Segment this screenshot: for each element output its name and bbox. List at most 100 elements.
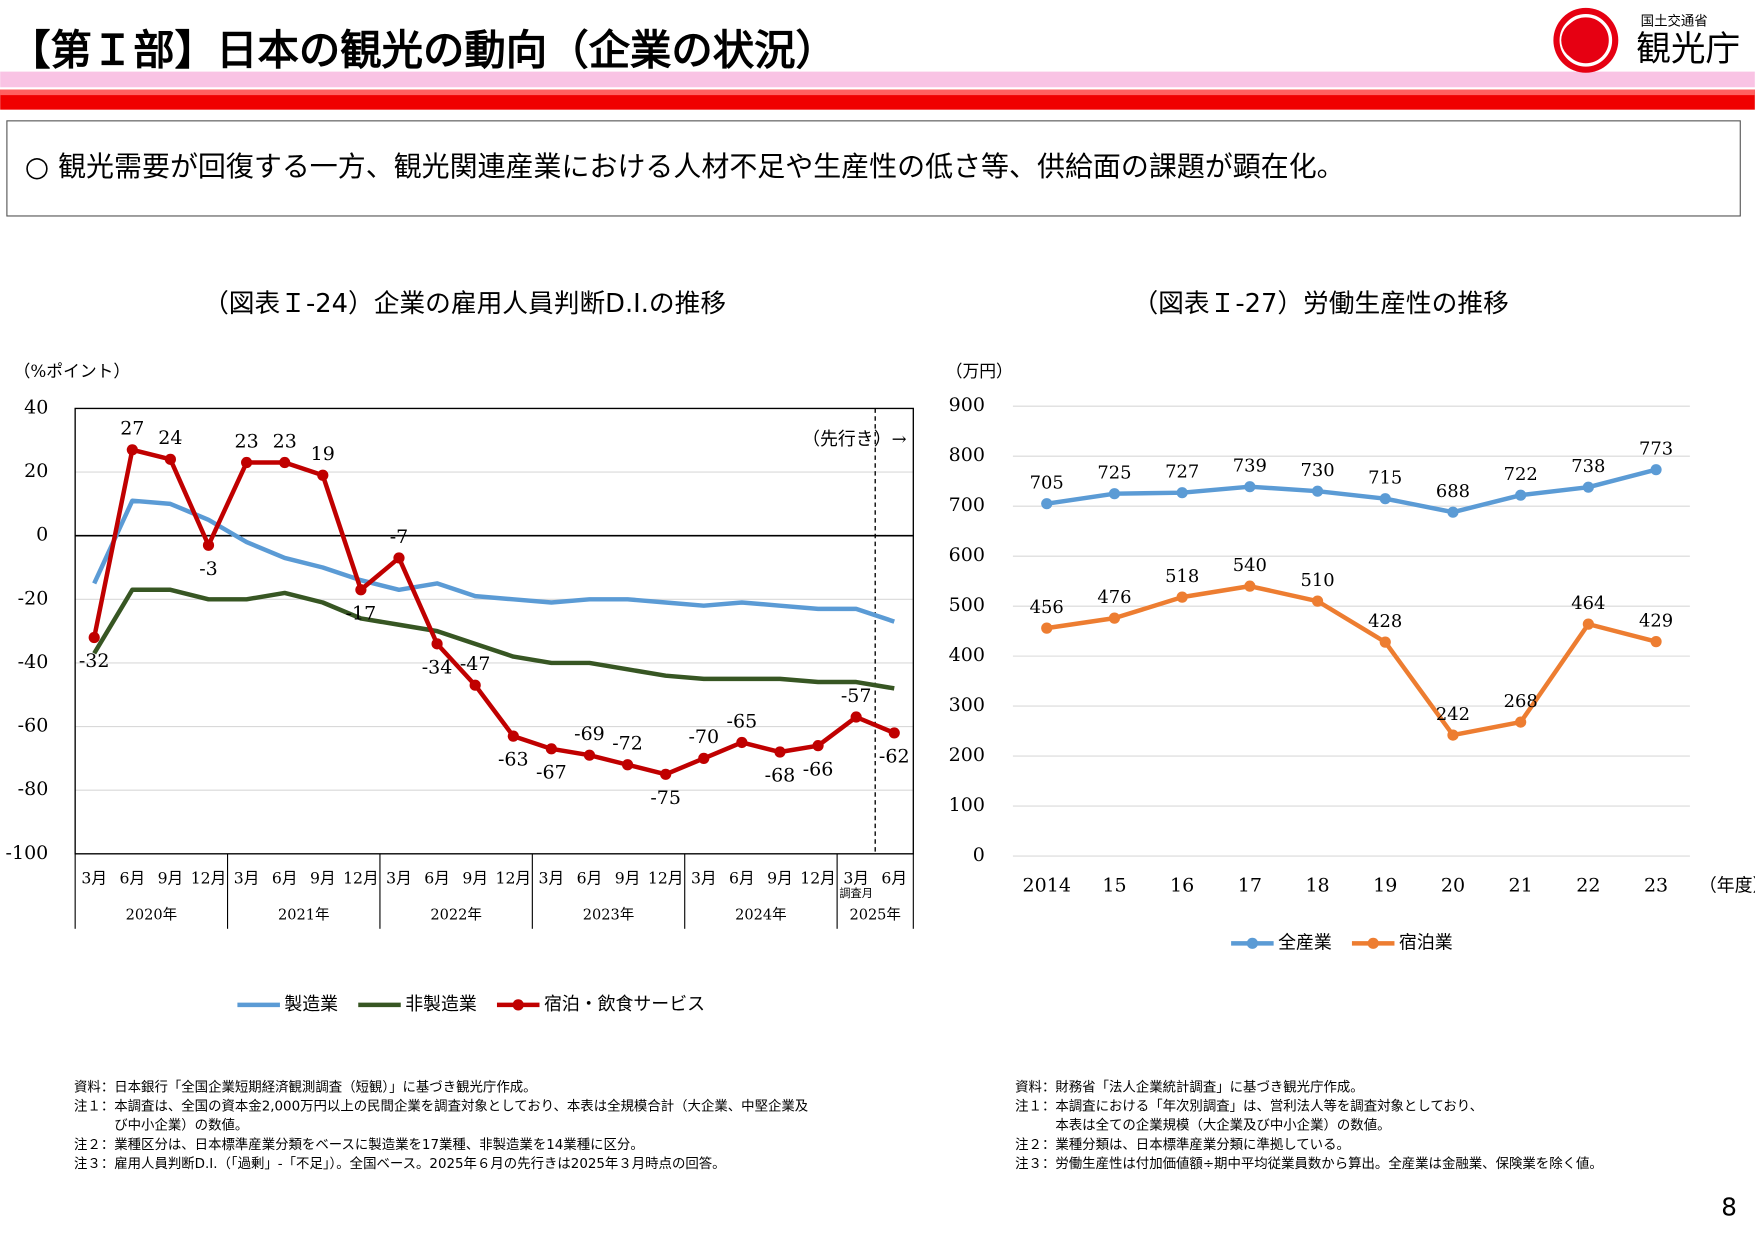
plot-frame: [74, 407, 914, 855]
data-label: 24: [158, 427, 182, 449]
data-label: 540: [1233, 555, 1267, 576]
data-point: [1311, 485, 1324, 497]
data-label: 518: [1165, 566, 1199, 587]
note: 本表は全ての企業規模（大企業及び中小企業）の数値。: [1015, 1117, 1390, 1134]
y-tick-label: -100: [6, 842, 49, 864]
x-tick-label: 15: [1102, 874, 1126, 896]
logo-name: 観光庁: [1636, 29, 1740, 69]
data-point: [431, 638, 443, 650]
x-tick-label: 6月: [119, 869, 145, 888]
x-tick-label: 3月: [386, 869, 412, 888]
legend-label: 宿泊業: [1399, 932, 1453, 953]
data-label: -66: [803, 758, 834, 780]
data-label: 510: [1300, 570, 1334, 591]
data-point: [1650, 464, 1662, 476]
legend-label: 非製造業: [405, 994, 477, 1015]
data-label: 715: [1368, 468, 1402, 489]
data-label: -47: [460, 653, 491, 675]
y-tick-label: 200: [949, 744, 985, 766]
x-group-label: 2025年: [849, 906, 901, 923]
data-point: [355, 584, 367, 596]
data-point: [812, 740, 824, 752]
data-point: [279, 456, 291, 469]
data-label: 739: [1233, 456, 1267, 477]
data-point: [1108, 488, 1121, 500]
data-label: 725: [1097, 463, 1131, 484]
data-point: [1582, 618, 1594, 630]
data-label: -67: [536, 761, 567, 783]
x-tick-label: 3月: [539, 869, 565, 888]
data-point: [1447, 506, 1459, 518]
page-title: 【第Ｉ部】日本の観光の動向（企業の状況）: [9, 27, 837, 75]
data-point: [1311, 595, 1324, 607]
y-tick-label: 20: [24, 460, 48, 482]
data-point: [660, 768, 672, 780]
x-tick-label: 19: [1373, 874, 1397, 896]
charts: （図表Ｉ-24）企業の雇用人員判断D.I.の推移 （%ポイント） -100 -80 -6…: [6, 289, 1755, 1172]
data-point: [1176, 487, 1188, 499]
y-tick-label: 0: [973, 844, 985, 866]
x-tick-label: 2014: [1023, 874, 1071, 896]
x-tick-label: 22: [1576, 874, 1600, 896]
note: 注１：本調査における「年次別調査」は、営利法人等を調査対象としており、: [1015, 1098, 1483, 1115]
data-label: -32: [79, 650, 110, 672]
data-label: 23: [273, 430, 297, 452]
y-tick-label: -80: [18, 778, 49, 800]
x-axis-label: （年度）: [1699, 875, 1755, 896]
data-point: [88, 631, 100, 644]
x-tick-label: 9月: [615, 869, 641, 888]
data-point: [1515, 716, 1527, 728]
x-tick-label: 17: [1238, 874, 1262, 896]
x-tick-label: 9月: [767, 869, 793, 888]
note: 注３：雇用人員判断D.I.（「過剰」-「不足」）。全国ベース。2025年６月の先…: [74, 1155, 726, 1172]
data-point: [621, 759, 634, 771]
y-tick-label: 0: [36, 524, 48, 546]
y-tick-label: -60: [18, 715, 49, 737]
data-point: [698, 752, 710, 764]
y-unit-label: （万円）: [946, 361, 1013, 381]
data-point: [1447, 729, 1459, 741]
data-point: [1379, 493, 1391, 505]
note: 注２：業種分類は、日本標準産業分類に準拠している。: [1015, 1137, 1350, 1153]
x-tick-label: 9月: [462, 869, 488, 888]
data-label: -72: [612, 733, 643, 755]
data-label: -3: [199, 558, 218, 580]
series-line: [1046, 467, 1657, 515]
legend-label: 製造業: [284, 994, 338, 1015]
note: 注１：本調査は、全国の資本金2,000万円以上の民間企業を調査対象としており、本…: [74, 1098, 808, 1115]
note: 資料：日本銀行「全国企業短期経済観測調査（短観）」に基づき観光庁作成。: [74, 1079, 537, 1096]
y-tick-label: 600: [949, 544, 985, 566]
data-label: 727: [1165, 462, 1199, 483]
data-label: -7: [390, 526, 409, 548]
x-tick-label: 3月: [691, 869, 717, 888]
x-tick-label: 18: [1305, 874, 1329, 896]
x-group-label: 2020年: [126, 906, 178, 923]
logo-org: 国土交通省: [1641, 12, 1708, 29]
data-point: [1379, 636, 1391, 648]
series-line: [1046, 583, 1657, 738]
chart-title: （図表Ｉ-27）労働生産性の推移: [1132, 289, 1508, 319]
data-point: [126, 444, 138, 456]
x-tick-label: 6月: [577, 869, 603, 888]
data-point: [164, 453, 176, 465]
red-band-highlight: [0, 89, 1755, 96]
summary: ○ 観光需要が回復する一方、観光関連産業における人材不足や生産性の低さ等、供給面…: [25, 150, 1345, 183]
x-tick-label: 6月: [729, 869, 755, 888]
data-point: [1650, 636, 1662, 648]
legend-label: 全産業: [1278, 932, 1332, 953]
data-point: [317, 469, 329, 481]
note: 注３：労働生産性は付加価値額÷期中平均従業員数から算出。全産業は金融業、保険業を…: [1015, 1155, 1603, 1172]
data-point: [888, 727, 900, 739]
legend-marker: [1367, 937, 1379, 949]
data-label: 429: [1639, 610, 1673, 631]
x-group-label: 2024年: [735, 906, 787, 923]
data-label: -34: [422, 656, 453, 678]
data-label: -63: [498, 749, 529, 771]
x-tick-label: 9月: [158, 869, 184, 888]
x-tick-label: 21: [1509, 874, 1533, 896]
data-label: 19: [311, 443, 335, 465]
x-group-label: 2023年: [583, 906, 635, 923]
data-label: -62: [879, 746, 910, 768]
x-tick-label: 23: [1644, 874, 1668, 896]
